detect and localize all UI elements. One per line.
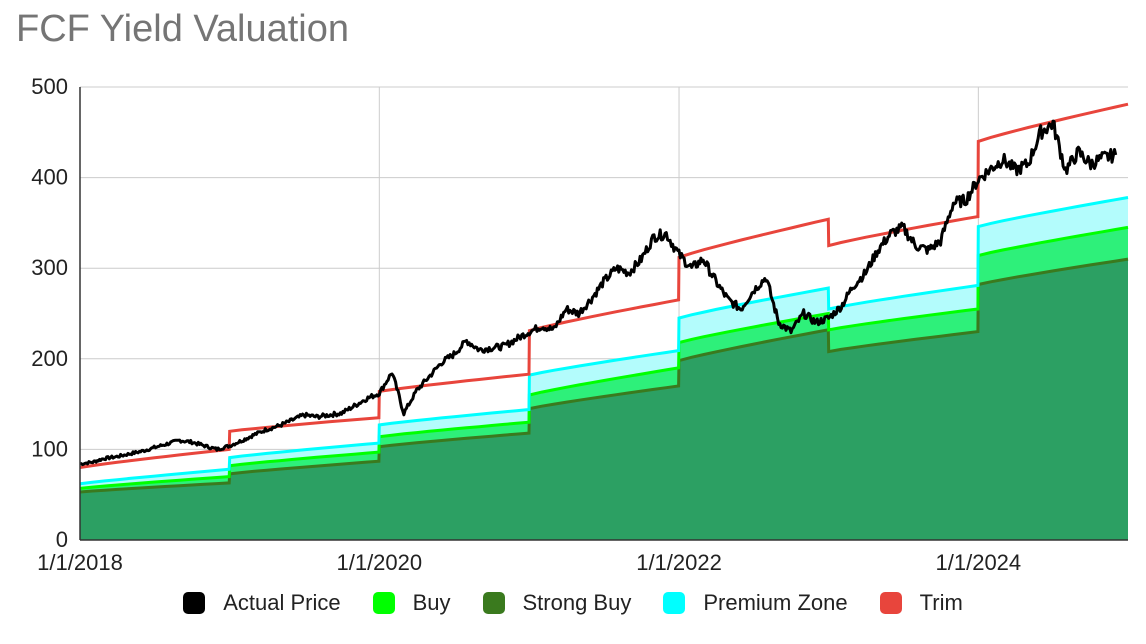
- x-tick-label: 1/1/2018: [37, 550, 123, 575]
- legend-item-premium-zone[interactable]: Premium Zone: [663, 590, 848, 616]
- legend-swatch-premium-zone: [663, 592, 686, 614]
- buy-line: [79, 225, 1129, 490]
- legend-label-premium-zone: Premium Zone: [703, 590, 848, 615]
- buy-zone-fill: [80, 227, 1128, 492]
- legend-label-strong-buy: Strong Buy: [522, 590, 632, 615]
- strong-buy-line: [79, 257, 1129, 494]
- legend: Actual Price Buy Strong Buy Premium Zone…: [0, 590, 1146, 616]
- legend-item-actual-price[interactable]: Actual Price: [183, 590, 341, 616]
- legend-swatch-trim: [879, 592, 902, 614]
- legend-label-trim: Trim: [919, 590, 963, 615]
- y-tick-label: 300: [31, 255, 68, 280]
- premium-zone-line: [79, 196, 1129, 486]
- y-tick-label: 500: [31, 74, 68, 99]
- legend-swatch-strong-buy: [482, 592, 505, 614]
- x-tick-label: 1/1/2020: [336, 550, 422, 575]
- chart-canvas: 0 100 200 300 400 500 1/1/2018 1/1/2020 1/1/2022…: [31, 74, 1129, 575]
- trim-line: [79, 102, 1129, 469]
- legend-label-actual-price: Actual Price: [223, 590, 341, 615]
- actual-price-line: [79, 119, 1118, 467]
- y-tick-label: 400: [31, 165, 68, 190]
- y-tick-label: 0: [56, 527, 68, 552]
- legend-item-buy[interactable]: Buy: [372, 590, 451, 616]
- legend-swatch-buy: [372, 592, 395, 614]
- chart-title: FCF Yield Valuation: [16, 8, 350, 50]
- legend-swatch-actual-price: [183, 592, 206, 614]
- x-tick-label: 1/1/2024: [936, 550, 1022, 575]
- legend-label-buy: Buy: [412, 590, 451, 615]
- y-tick-label: 200: [31, 346, 68, 371]
- legend-item-strong-buy[interactable]: Strong Buy: [482, 590, 632, 616]
- premium-zone-fill: [80, 197, 1128, 489]
- strong-buy-zone-fill: [80, 259, 1128, 540]
- legend-item-trim[interactable]: Trim: [879, 590, 963, 616]
- y-tick-label: 100: [31, 436, 68, 461]
- x-tick-label: 1/1/2022: [636, 550, 722, 575]
